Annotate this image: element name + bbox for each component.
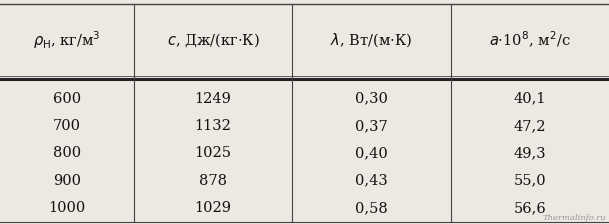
Text: 0,30: 0,30	[355, 92, 388, 106]
Text: 47,2: 47,2	[513, 119, 546, 133]
Text: 0,43: 0,43	[355, 174, 388, 188]
Text: 0,40: 0,40	[355, 146, 388, 160]
Text: $\lambda$, Вт/(м$\cdot$К): $\lambda$, Вт/(м$\cdot$К)	[331, 32, 412, 49]
Text: 878: 878	[199, 174, 227, 188]
Text: $c$, Дж/(кг$\cdot$К): $c$, Дж/(кг$\cdot$К)	[167, 32, 259, 49]
Text: 55,0: 55,0	[513, 174, 546, 188]
Text: 1000: 1000	[48, 201, 86, 215]
Text: 0,37: 0,37	[355, 119, 388, 133]
Text: 700: 700	[53, 119, 81, 133]
Text: 0,58: 0,58	[355, 201, 388, 215]
Text: 1132: 1132	[195, 119, 231, 133]
Text: 1025: 1025	[195, 146, 231, 160]
Text: 600: 600	[53, 92, 81, 106]
Text: $a$$\cdot$10$^8$, м$^2$/с: $a$$\cdot$10$^8$, м$^2$/с	[489, 30, 571, 50]
Text: 1029: 1029	[195, 201, 231, 215]
Text: Thermalinfo.ru: Thermalinfo.ru	[543, 214, 606, 222]
Text: $\rho_{\mathrm{H}}$, кг/м$^3$: $\rho_{\mathrm{H}}$, кг/м$^3$	[33, 30, 101, 51]
Text: 40,1: 40,1	[513, 92, 546, 106]
Text: 900: 900	[53, 174, 81, 188]
Text: 56,6: 56,6	[513, 201, 546, 215]
Text: 49,3: 49,3	[513, 146, 546, 160]
Text: 1249: 1249	[195, 92, 231, 106]
Text: 800: 800	[53, 146, 81, 160]
